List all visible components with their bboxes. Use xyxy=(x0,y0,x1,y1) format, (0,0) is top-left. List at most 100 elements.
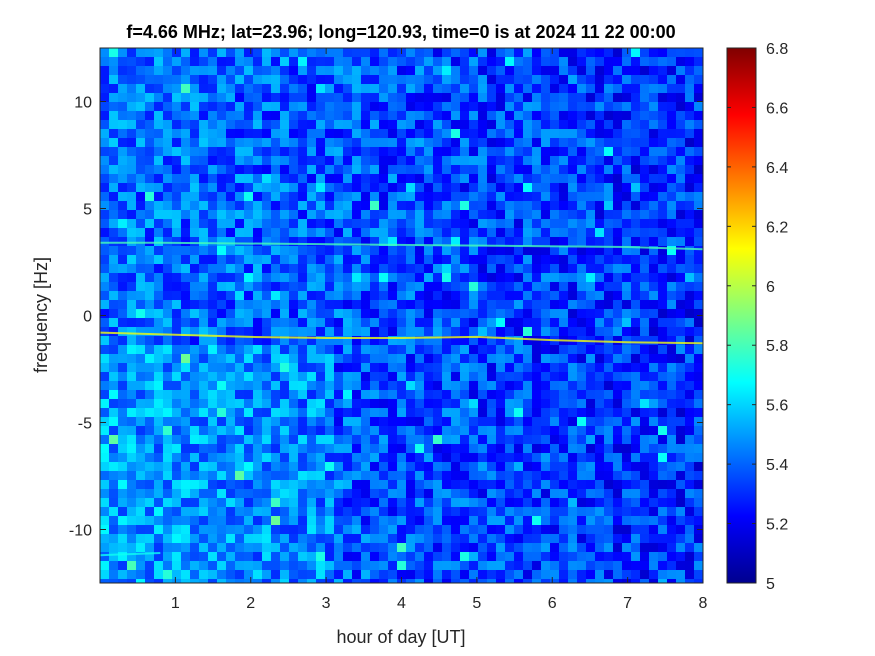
heatmap-cell xyxy=(595,525,604,534)
heatmap-cell xyxy=(334,228,343,237)
heatmap-cell xyxy=(559,255,568,264)
heatmap-cell xyxy=(415,363,424,372)
heatmap-cell xyxy=(532,363,541,372)
heatmap-cell xyxy=(631,48,640,57)
heatmap-cell xyxy=(397,246,406,255)
heatmap-cell xyxy=(208,426,217,435)
heatmap-cell xyxy=(676,507,685,516)
heatmap-cell xyxy=(478,228,487,237)
heatmap-cell xyxy=(541,138,550,147)
heatmap-cell xyxy=(118,183,127,192)
heatmap-cell xyxy=(235,228,244,237)
heatmap-cell xyxy=(172,408,181,417)
heatmap-cell xyxy=(415,543,424,552)
heatmap-cell xyxy=(118,228,127,237)
heatmap-cell xyxy=(496,354,505,363)
heatmap-cell xyxy=(613,210,622,219)
heatmap-cell xyxy=(235,498,244,507)
heatmap-cell xyxy=(613,273,622,282)
heatmap-cell xyxy=(496,327,505,336)
heatmap-cell xyxy=(343,93,352,102)
heatmap-cell xyxy=(424,201,433,210)
heatmap-cell xyxy=(181,444,190,453)
heatmap-cell xyxy=(658,84,667,93)
heatmap-cell xyxy=(640,471,649,480)
heatmap-cell xyxy=(397,210,406,219)
heatmap-cell xyxy=(460,345,469,354)
heatmap-cell xyxy=(415,210,424,219)
heatmap-cell xyxy=(649,372,658,381)
heatmap-cell xyxy=(172,525,181,534)
heatmap-cell xyxy=(568,354,577,363)
heatmap-cell xyxy=(541,282,550,291)
heatmap-cell xyxy=(415,345,424,354)
heatmap-cell xyxy=(649,381,658,390)
heatmap-cell xyxy=(208,525,217,534)
heatmap-cell xyxy=(199,309,208,318)
heatmap-cell xyxy=(523,174,532,183)
heatmap-cell xyxy=(316,75,325,84)
heatmap-cell xyxy=(397,435,406,444)
heatmap-cell xyxy=(226,147,235,156)
heatmap-cell xyxy=(658,381,667,390)
heatmap-cell xyxy=(415,444,424,453)
heatmap-cell xyxy=(280,327,289,336)
heatmap-cell xyxy=(406,489,415,498)
heatmap-cell xyxy=(208,111,217,120)
heatmap-cell xyxy=(181,75,190,84)
heatmap-cell xyxy=(379,264,388,273)
heatmap-cell xyxy=(631,543,640,552)
heatmap-cell xyxy=(244,48,253,57)
heatmap-cell xyxy=(469,516,478,525)
heatmap-cell xyxy=(640,534,649,543)
heatmap-cell xyxy=(694,57,703,66)
heatmap-cell xyxy=(514,372,523,381)
heatmap-cell xyxy=(568,291,577,300)
heatmap-cell xyxy=(361,84,370,93)
heatmap-cell xyxy=(244,237,253,246)
heatmap-cell xyxy=(478,210,487,219)
heatmap-cell xyxy=(487,201,496,210)
heatmap-cell xyxy=(118,399,127,408)
heatmap-cell xyxy=(424,165,433,174)
heatmap-cell xyxy=(271,516,280,525)
heatmap-cell xyxy=(352,354,361,363)
heatmap-cell xyxy=(478,201,487,210)
heatmap-cell xyxy=(136,156,145,165)
heatmap-cell xyxy=(586,255,595,264)
heatmap-cell xyxy=(496,318,505,327)
heatmap-cell xyxy=(397,444,406,453)
heatmap-cell xyxy=(154,264,163,273)
heatmap-cell xyxy=(523,75,532,84)
heatmap-cell xyxy=(280,570,289,579)
heatmap-cell xyxy=(253,507,262,516)
heatmap-cell xyxy=(568,183,577,192)
heatmap-cell xyxy=(505,498,514,507)
heatmap-cell xyxy=(316,129,325,138)
heatmap-cell xyxy=(523,66,532,75)
heatmap-cell xyxy=(568,327,577,336)
heatmap-cell xyxy=(145,309,154,318)
heatmap-cell xyxy=(118,165,127,174)
heatmap-cell xyxy=(424,84,433,93)
heatmap-cell xyxy=(514,552,523,561)
heatmap-cell xyxy=(532,174,541,183)
heatmap-cell xyxy=(424,57,433,66)
heatmap-cell xyxy=(541,579,550,583)
heatmap-cell xyxy=(289,246,298,255)
heatmap-cell xyxy=(262,57,271,66)
heatmap-cell xyxy=(334,417,343,426)
heatmap-cell xyxy=(244,471,253,480)
heatmap-cell xyxy=(631,561,640,570)
heatmap-cell xyxy=(541,507,550,516)
heatmap-cell xyxy=(406,390,415,399)
heatmap-cell xyxy=(100,156,109,165)
heatmap-cell xyxy=(694,363,703,372)
heatmap-cell xyxy=(541,318,550,327)
heatmap-cell xyxy=(406,291,415,300)
heatmap-cell xyxy=(451,309,460,318)
heatmap-cell xyxy=(532,255,541,264)
heatmap-cell xyxy=(631,102,640,111)
heatmap-cell xyxy=(154,219,163,228)
heatmap-cell xyxy=(424,543,433,552)
